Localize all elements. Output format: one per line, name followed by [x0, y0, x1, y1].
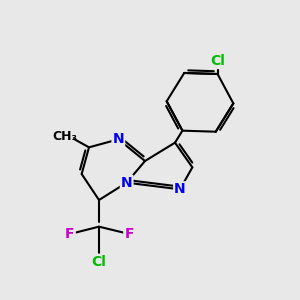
- Text: N: N: [121, 176, 133, 190]
- Text: F: F: [124, 227, 134, 241]
- Text: CH₃: CH₃: [52, 130, 77, 142]
- Text: Cl: Cl: [210, 54, 225, 68]
- Text: Cl: Cl: [92, 255, 106, 269]
- Text: F: F: [65, 227, 75, 241]
- Text: N: N: [174, 182, 186, 196]
- Text: N: N: [112, 132, 124, 146]
